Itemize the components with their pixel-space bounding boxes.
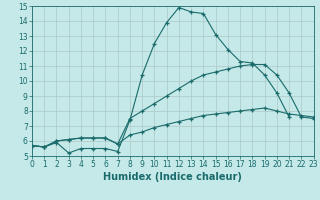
X-axis label: Humidex (Indice chaleur): Humidex (Indice chaleur): [103, 172, 242, 182]
